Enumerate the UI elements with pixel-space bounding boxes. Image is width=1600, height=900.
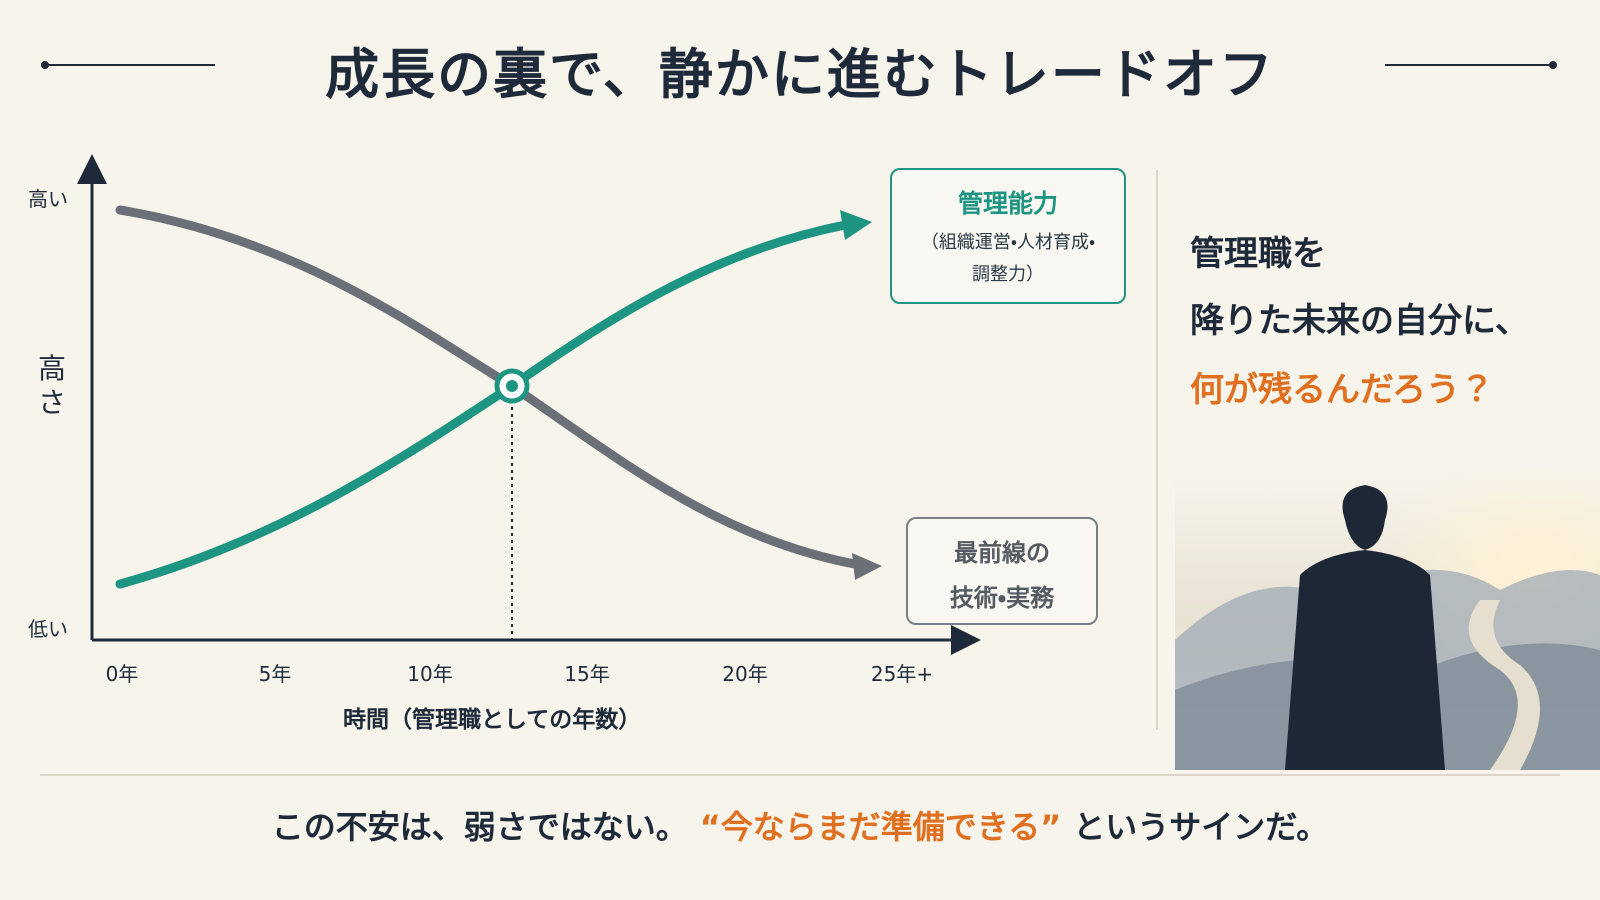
- falling-line: 技術・実務: [949, 584, 1055, 612]
- falling-curve: [115, 205, 865, 570]
- y-low: 低い: [28, 617, 68, 641]
- title: 成長の裏で、静かに進むトレードオフ: [325, 42, 1275, 106]
- question-line: 降りた未来の自分に、: [1190, 301, 1529, 341]
- title-dot: [1549, 61, 1557, 69]
- rising-detail: （組織運営・人材育成・: [920, 232, 1096, 253]
- footer: この不安は、弱さではない。 “今ならまだ準備できる” というサインだ。: [0, 802, 1600, 848]
- footer-highlight: “今ならまだ準備できる”: [699, 808, 1062, 846]
- rising-detail: 調整力）: [972, 264, 1044, 285]
- y-label: 高さ: [38, 352, 66, 420]
- x-tick-label: 15年: [564, 662, 610, 686]
- rising-title: 管理能力: [957, 189, 1058, 218]
- falling-callout: 最前線の 技術・実務: [906, 517, 1098, 625]
- x-axis-label: 時間（管理職としての年数）: [343, 707, 642, 733]
- y-label-char: 高: [38, 352, 67, 385]
- footer-prefix: この不安は、弱さではない。: [271, 808, 688, 846]
- y-high: 高い: [28, 187, 68, 211]
- rising-arrowhead: [840, 210, 872, 240]
- crossover-dot: [506, 380, 518, 392]
- x-tick-label: 20年: [722, 662, 768, 686]
- y-label-char: さ: [38, 386, 67, 419]
- question-line: 管理職を: [1190, 234, 1326, 274]
- x-tick-label: 25年+: [870, 662, 934, 686]
- falling-line: 最前線の: [954, 539, 1050, 567]
- x-tick-label: 10年: [407, 662, 453, 686]
- falling-arrowhead: [852, 553, 882, 580]
- illustration: [1175, 470, 1600, 770]
- question-emphasis: 何が残るんだろう？: [1190, 370, 1494, 410]
- rising-callout: 管理能力 （組織運営・人材育成・ 調整力）: [890, 168, 1126, 304]
- x-tick-label: 5年: [258, 662, 292, 686]
- x-tick-label: 0年: [105, 662, 139, 686]
- footer-suffix: というサインだ。: [1073, 808, 1329, 846]
